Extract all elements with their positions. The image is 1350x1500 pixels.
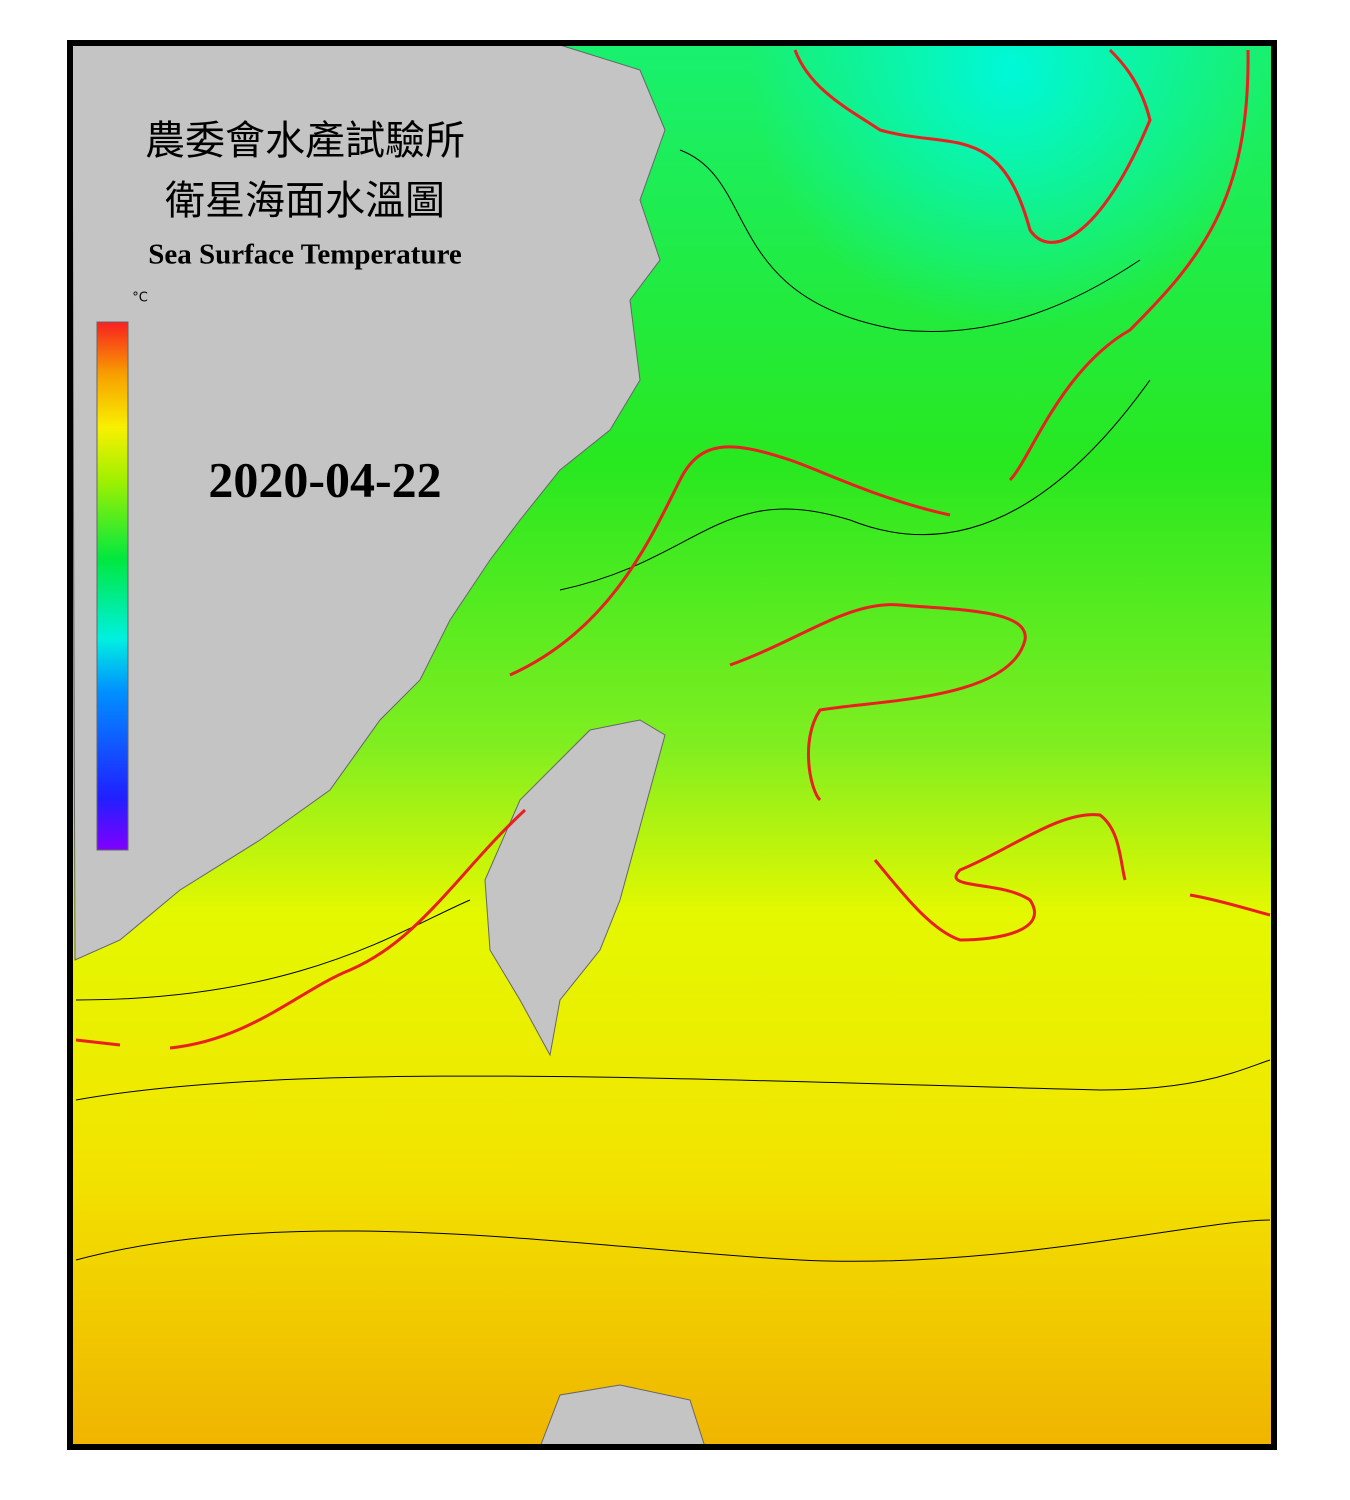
map-area — [67, 40, 1277, 1450]
major-isotherms — [75, 48, 1271, 1050]
isotherm-20 — [509, 49, 1250, 677]
mainland — [71, 44, 666, 961]
title-en: Sea Surface Temperature — [148, 239, 462, 271]
date: 2020-04-22 — [208, 451, 441, 507]
isotherms — [75, 149, 1271, 1262]
isotherm-25 — [729, 603, 1271, 942]
title-zh: 農委會水產試驗所 — [145, 118, 465, 163]
isotherm — [75, 1219, 1271, 1262]
colorbar-unit: °C — [132, 291, 148, 306]
isotherm — [559, 379, 1151, 591]
isotherm — [75, 1059, 1271, 1101]
colorbar — [96, 321, 129, 851]
isotherm — [75, 899, 471, 1001]
isotherm-15 — [793, 48, 1152, 244]
isotherm-25 — [75, 808, 527, 1050]
taiwan — [484, 719, 666, 1057]
title-zh: 衛星海面水溫圖 — [165, 178, 445, 223]
map-frame — [67, 40, 1277, 1450]
isotherm — [679, 149, 1141, 333]
